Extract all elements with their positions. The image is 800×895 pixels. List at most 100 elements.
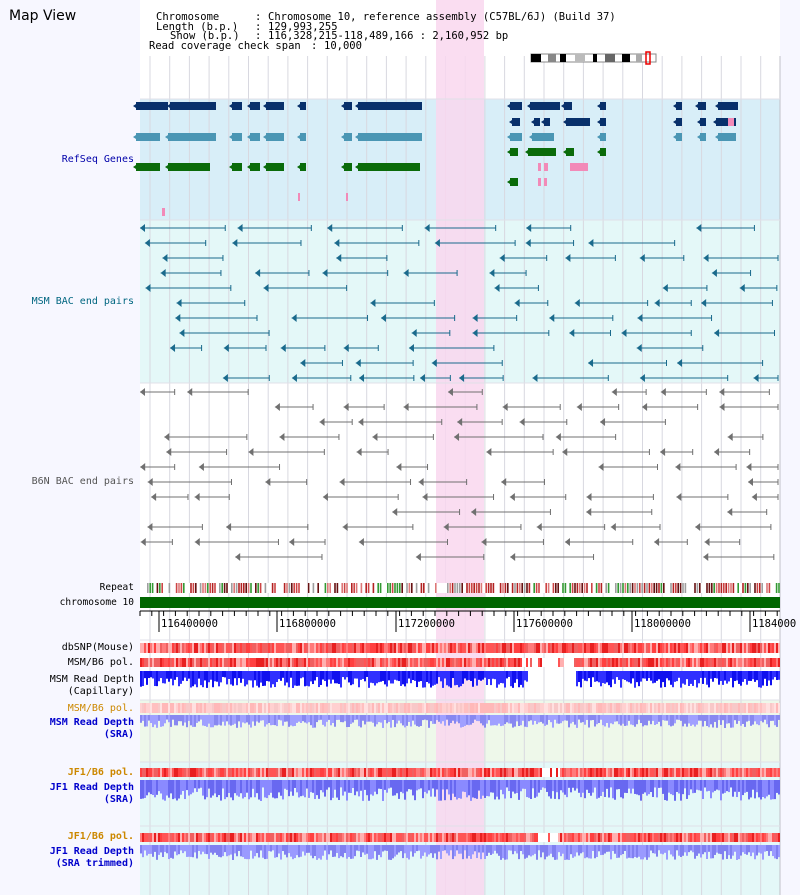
track-label-msm-read-depth-sra[interactable]: MSM Read Depth xyxy=(49,717,134,728)
read-depth-bar xyxy=(632,671,634,679)
heatmap-cell xyxy=(288,768,290,777)
read-depth-bar xyxy=(642,715,644,727)
bac-end-marker xyxy=(355,359,361,367)
read-depth-bar xyxy=(194,780,196,789)
track-label-msm-b6-pol[interactable]: MSM/B6 pol. xyxy=(67,657,134,668)
repeat-feature xyxy=(655,583,658,593)
heatmap-cell xyxy=(572,768,574,777)
heatmap-cell xyxy=(408,768,410,777)
repeat-feature xyxy=(406,583,408,593)
read-depth-bar xyxy=(692,671,694,686)
heatmap-cell xyxy=(156,643,158,653)
read-depth-bar xyxy=(406,845,408,858)
heatmap-cell xyxy=(314,833,316,842)
repeat-feature xyxy=(175,583,178,593)
heatmap-cell xyxy=(440,703,442,713)
bac-end-marker xyxy=(443,523,449,531)
heatmap-cell xyxy=(562,643,564,653)
heatmap-cell xyxy=(666,768,668,777)
heatmap-cell xyxy=(708,643,710,653)
read-depth-bar xyxy=(612,715,614,725)
read-depth-bar xyxy=(478,845,480,853)
heatmap-cell xyxy=(360,833,362,842)
read-depth-bar xyxy=(198,780,200,789)
heatmap-cell xyxy=(666,643,668,653)
track-label-repeat[interactable]: Repeat xyxy=(99,582,134,593)
heatmap-cell xyxy=(192,833,194,842)
track-label-b6n-bac-end-pairs[interactable]: B6N BAC end pairs xyxy=(31,476,134,487)
read-depth-bar xyxy=(716,845,718,853)
track-label-msm-b6-pol-sra[interactable]: MSM/B6 pol. xyxy=(67,703,134,714)
repeat-feature xyxy=(367,583,370,593)
read-depth-bar xyxy=(226,845,228,857)
read-depth-bar xyxy=(554,845,556,860)
read-depth-bar xyxy=(672,715,674,726)
heatmap-cell xyxy=(362,768,364,777)
heatmap-cell xyxy=(530,658,532,667)
track-label-jf1-b6-pol-2[interactable]: JF1/B6 pol. xyxy=(67,831,134,842)
heatmap-cell xyxy=(176,703,178,713)
track-label-jf1-b6-pol[interactable]: JF1/B6 pol. xyxy=(67,767,134,778)
heatmap-cell xyxy=(588,643,590,653)
read-depth-bar xyxy=(324,845,326,851)
heatmap-cell xyxy=(320,768,322,777)
read-depth-bar xyxy=(162,845,164,858)
heatmap-cell xyxy=(286,833,288,842)
heatmap-cell xyxy=(262,768,264,777)
heatmap-cell xyxy=(230,643,232,653)
track-label-msm-bac-end-pairs[interactable]: MSM BAC end pairs xyxy=(31,296,134,307)
heatmap-cell xyxy=(778,658,780,667)
read-depth-bar xyxy=(172,845,174,859)
heatmap-cell xyxy=(618,658,620,667)
read-depth-bar xyxy=(448,845,450,856)
read-depth-bar xyxy=(220,780,222,801)
repeat-feature xyxy=(466,583,468,593)
read-depth-bar xyxy=(682,715,684,727)
bac-end-marker xyxy=(289,538,295,546)
repeat-feature xyxy=(231,583,233,593)
heatmap-cell xyxy=(472,833,474,842)
repeat-feature xyxy=(658,583,660,593)
read-depth-bar xyxy=(702,671,704,684)
read-depth-bar xyxy=(322,845,324,856)
heatmap-cell xyxy=(462,833,464,842)
heatmap-cell xyxy=(714,643,716,653)
read-depth-bar xyxy=(238,845,240,851)
heatmap-cell xyxy=(502,703,504,713)
heatmap-cell xyxy=(300,833,302,842)
read-depth-bar xyxy=(652,780,654,797)
heatmap-cell xyxy=(722,768,724,777)
read-depth-bar xyxy=(222,845,224,857)
read-depth-bar xyxy=(690,845,692,851)
heatmap-cell xyxy=(354,658,356,667)
track-label-chromosome[interactable]: chromosome 10 xyxy=(59,597,134,608)
read-depth-bar xyxy=(582,671,584,679)
heatmap-cell xyxy=(520,703,522,713)
repeat-feature xyxy=(156,583,159,593)
info-colon: : xyxy=(311,40,318,52)
axis-tick-label: 118000000 xyxy=(634,618,691,630)
track-label-refseq-genes[interactable]: RefSeq Genes xyxy=(61,154,134,165)
track-label-jf1-read-depth[interactable]: JF1 Read Depth xyxy=(49,782,134,793)
read-depth-bar xyxy=(280,715,282,721)
track-label-jf1-read-depth-2[interactable]: JF1 Read Depth xyxy=(49,846,134,857)
track-label-msm-read-depth-capillary[interactable]: MSM Read Depth xyxy=(49,674,134,685)
heatmap-cell xyxy=(170,703,172,713)
read-depth-bar xyxy=(724,845,726,852)
heatmap-cell xyxy=(648,833,650,842)
heatmap-cell xyxy=(330,833,332,842)
gene-strand-arrow xyxy=(341,133,347,141)
gene-feature xyxy=(170,102,216,110)
track-label-dbsnp[interactable]: dbSNP(Mouse) xyxy=(61,642,134,653)
read-depth-bar xyxy=(496,845,498,854)
read-depth-bar xyxy=(294,715,296,726)
repeat-feature xyxy=(480,583,483,593)
read-depth-bar xyxy=(680,845,682,857)
read-depth-bar xyxy=(450,780,452,801)
heatmap-cell xyxy=(576,833,578,842)
read-depth-bar xyxy=(336,715,338,720)
heatmap-cell xyxy=(492,703,494,713)
heatmap-cell xyxy=(476,658,478,667)
heatmap-cell xyxy=(560,643,562,653)
